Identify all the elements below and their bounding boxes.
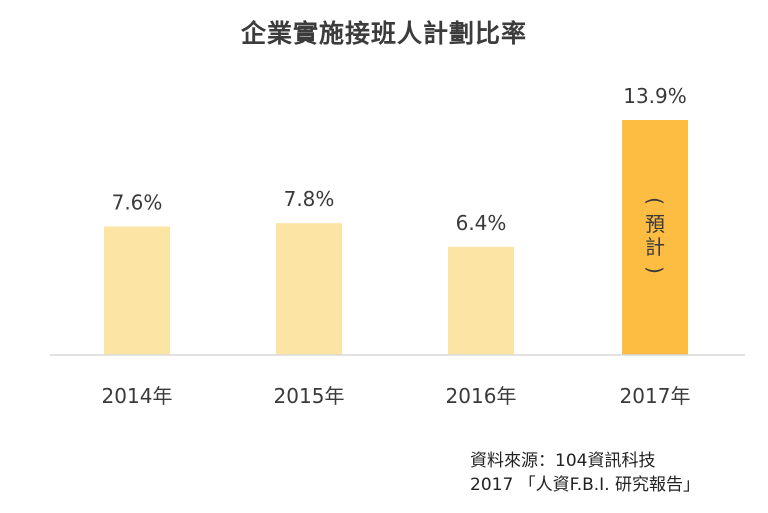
annotation-char: 預	[645, 212, 665, 236]
chart-title: 企業實施接班人計劃比率	[240, 19, 527, 48]
source-line-2: 2017 「人資F.B.I. 研究報告」	[470, 475, 701, 495]
data-label: 6.4%	[456, 211, 507, 235]
data-label: 13.9%	[623, 84, 687, 108]
x-tick-label: 2014年	[102, 384, 173, 408]
source-line-1: 資料來源：104資訊科技	[470, 451, 656, 471]
annotation-char: (	[643, 197, 667, 205]
data-label: 7.8%	[284, 187, 335, 211]
bar-2015	[276, 223, 342, 355]
bar-2017	[622, 120, 688, 355]
x-tick-label: 2017年	[620, 384, 691, 408]
bar-2014	[104, 226, 170, 355]
annotation-char: 計	[645, 235, 665, 259]
x-tick-label: 2016年	[446, 384, 517, 408]
bar-2016	[448, 246, 514, 355]
annotation-char: )	[643, 266, 667, 274]
data-label: 7.6%	[112, 191, 163, 215]
x-tick-label: 2015年	[274, 384, 345, 408]
bars-group	[104, 120, 688, 355]
labels-group: 7.6% 2014年 7.8% 2015年 6.4% 2016年 13.9% 2017年 ( 預計…	[102, 84, 691, 408]
